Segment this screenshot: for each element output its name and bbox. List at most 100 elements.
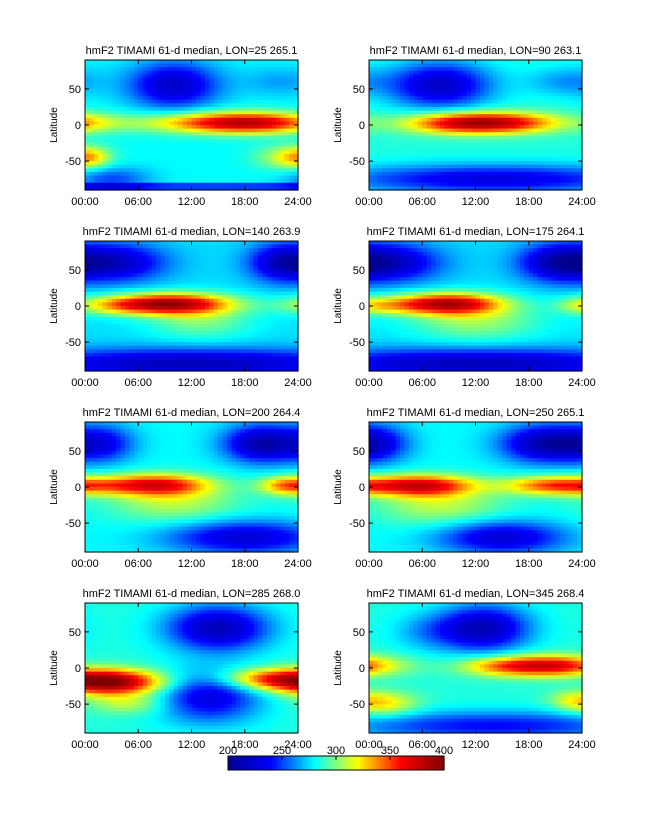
heatmap-cell [89, 175, 95, 180]
heatmap-cell [564, 168, 570, 173]
heatmap-cell [151, 182, 157, 187]
heatmap-cell [280, 168, 286, 173]
heatmap-cell [129, 164, 135, 169]
heatmap-cell [195, 331, 201, 336]
heatmap-cell [262, 284, 268, 289]
heatmap-cell [244, 88, 250, 94]
heatmap-cell [151, 295, 157, 300]
heatmap-cell [417, 70, 423, 76]
heatmap-cell [209, 345, 215, 350]
heatmap-cell [426, 153, 432, 159]
heatmap-cell [195, 157, 201, 162]
heatmap-cell [479, 78, 485, 83]
heatmap-cell [479, 114, 485, 119]
heatmap-cell [218, 287, 224, 293]
heatmap-cell [519, 106, 525, 112]
heatmap-cell [280, 88, 286, 94]
heatmap-cell [448, 179, 454, 184]
heatmap-cell [471, 110, 477, 115]
heatmap-cell [435, 106, 441, 112]
heatmap-cell [391, 106, 397, 112]
heatmap-cell [275, 146, 281, 151]
heatmap-cell [98, 248, 104, 253]
heatmap-cell [395, 60, 401, 65]
heatmap-cell [147, 244, 153, 249]
heatmap-cell [138, 175, 144, 180]
heatmap-cell [218, 302, 224, 307]
heatmap-cell [519, 117, 525, 122]
heatmap-cell [573, 78, 579, 83]
heatmap-cell [156, 121, 162, 126]
heatmap-cell [391, 171, 397, 177]
heatmap-cell [280, 244, 286, 249]
heatmap-cell [89, 280, 95, 285]
heatmap-cell [466, 88, 472, 94]
heatmap-cell [262, 143, 268, 148]
heatmap-cell [289, 171, 295, 177]
heatmap-cell [249, 135, 255, 141]
heatmap-cell [519, 70, 525, 76]
heatmap-cell [280, 306, 286, 311]
heatmap-cell [240, 96, 246, 101]
heatmap-cell [453, 63, 459, 68]
heatmap-cell [488, 60, 494, 65]
heatmap-cell [116, 255, 122, 260]
heatmap-cell [395, 182, 401, 187]
heatmap-cell [156, 74, 162, 79]
heatmap-cell [209, 302, 215, 307]
heatmap-cell [116, 342, 122, 347]
heatmap-cell [169, 153, 175, 159]
heatmap-cell [577, 110, 583, 115]
heatmap-cell [240, 334, 246, 340]
heatmap-cell [524, 143, 530, 148]
heatmap-cell [107, 302, 113, 307]
heatmap-cell [98, 161, 104, 166]
heatmap-cell [200, 313, 206, 318]
heatmap-cell [457, 63, 463, 68]
heatmap-cell [120, 70, 126, 76]
heatmap-cell [138, 110, 144, 115]
heatmap-cell [444, 182, 450, 187]
heatmap-cell [400, 125, 406, 130]
heatmap-cell [400, 88, 406, 94]
heatmap-cell [542, 121, 548, 126]
heatmap-cell [160, 338, 166, 343]
heatmap-cell [204, 92, 210, 97]
heatmap-cell [111, 153, 117, 159]
heatmap-cell [120, 298, 126, 303]
heatmap-cell [164, 128, 170, 133]
heatmap-cell [431, 96, 437, 101]
heatmap-cell [107, 241, 113, 246]
heatmap-cell [142, 306, 148, 311]
heatmap-cell [200, 327, 206, 332]
heatmap-cell [475, 67, 481, 72]
heatmap-cell [515, 157, 521, 162]
heatmap-cell [191, 78, 197, 83]
heatmap-cell [471, 175, 477, 180]
heatmap-cell [187, 179, 193, 184]
heatmap-cell [493, 81, 499, 86]
heatmap-cell [102, 277, 108, 282]
heatmap-cell [400, 110, 406, 115]
heatmap-cell [178, 135, 184, 141]
heatmap-cell [147, 327, 153, 332]
heatmap-cell [533, 171, 539, 177]
heatmap-cell [244, 251, 250, 257]
heatmap-cell [475, 139, 481, 144]
heatmap-cell [444, 88, 450, 94]
heatmap-cell [164, 161, 170, 166]
heatmap-cell [240, 114, 246, 119]
heatmap-cell [479, 88, 485, 94]
heatmap-cell [231, 161, 237, 166]
heatmap-cell [187, 106, 193, 112]
heatmap-cell [266, 334, 272, 340]
heatmap-cell [85, 255, 91, 260]
heatmap-cell [440, 78, 446, 83]
heatmap-cell [231, 349, 237, 354]
heatmap-cell [289, 63, 295, 68]
heatmap-cell [85, 331, 91, 336]
heatmap-cell [271, 164, 277, 169]
heatmap-cell [93, 241, 99, 246]
heatmap-cell [209, 128, 215, 133]
heatmap-cell [249, 117, 255, 122]
